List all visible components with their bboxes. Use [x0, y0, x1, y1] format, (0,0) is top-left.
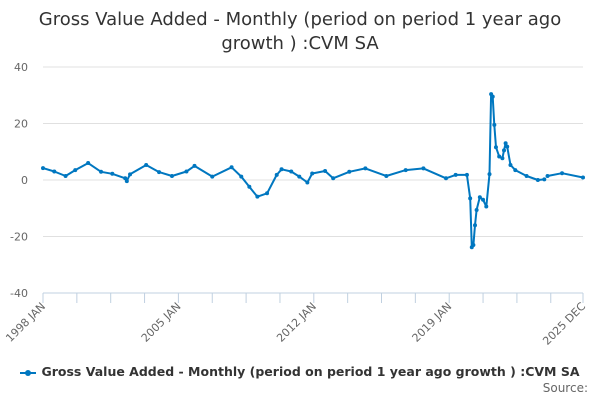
data-point: [468, 196, 473, 201]
data-point: [289, 169, 294, 174]
data-point: [41, 166, 45, 171]
series-gva: [41, 92, 585, 250]
data-point: [128, 172, 133, 177]
data-point: [443, 176, 448, 181]
data-point: [493, 145, 498, 150]
data-point: [453, 172, 458, 177]
x-tick-label: 1998 JAN: [3, 300, 48, 345]
x-axis: 1998 JAN 2005 JAN 2012 JAN 2019 JAN 2025 DEC: [3, 292, 588, 348]
chart-title: Gross Value Added - Monthly (period on p…: [0, 8, 600, 56]
y-tick-label: 40: [14, 61, 28, 74]
series-line: [42, 93, 545, 249]
data-point: [331, 176, 336, 181]
data-point: [492, 122, 497, 127]
data-point: [502, 148, 507, 153]
chart-title-line-1: Gross Value Added - Monthly (period on p…: [38, 9, 562, 30]
y-tick-label: 0: [21, 174, 28, 187]
data-point: [464, 172, 469, 177]
data-point: [99, 169, 104, 174]
data-point: [474, 207, 479, 212]
data-point: [63, 174, 68, 179]
data-point: [239, 174, 244, 179]
data-point: [384, 174, 389, 179]
data-point: [471, 242, 476, 247]
y-tick-label: 20: [14, 118, 28, 131]
legend-line-marker-icon: [20, 368, 37, 378]
data-point: [310, 171, 315, 176]
data-point: [503, 141, 508, 146]
data-point: [229, 165, 234, 170]
data-point: [508, 163, 513, 168]
x-tick-label: 2019 JAN: [410, 300, 455, 345]
data-point: [363, 166, 368, 171]
source-label: Source:: [542, 381, 588, 395]
data-point: [210, 174, 215, 179]
data-point: [545, 174, 550, 179]
data-point: [481, 197, 486, 202]
x-tick-label: 2025 DEC: [540, 300, 588, 348]
data-point: [297, 174, 302, 179]
data-point: [86, 161, 91, 166]
data-point: [279, 167, 284, 172]
data-point: [500, 156, 505, 161]
data-point: [144, 163, 149, 168]
y-tick-label: -20: [10, 231, 28, 244]
x-tick-label: 2005 JAN: [139, 300, 184, 345]
data-point: [124, 179, 129, 184]
y-tick-label: -40: [10, 287, 28, 300]
data-point: [247, 184, 252, 189]
gridlines: [43, 66, 583, 237]
data-point: [513, 168, 518, 173]
data-point: [473, 223, 477, 228]
data-point: [421, 166, 426, 171]
data-point: [542, 177, 547, 182]
data-point: [157, 170, 162, 175]
data-point: [535, 178, 540, 182]
data-point: [265, 191, 270, 196]
data-point: [560, 171, 565, 176]
data-point: [110, 171, 115, 176]
legend[interactable]: Gross Value Added - Monthly (period on p…: [0, 364, 600, 379]
data-point: [274, 172, 279, 177]
data-point: [169, 174, 174, 179]
data-point: [52, 169, 57, 174]
x-tick-label: 2012 JAN: [274, 300, 319, 345]
legend-label: Gross Value Added - Monthly (period on p…: [41, 364, 580, 379]
data-point: [524, 174, 529, 179]
data-point: [581, 175, 585, 180]
series-line: [547, 172, 584, 179]
chart-title-line-2: growth ) :CVM SA: [221, 33, 379, 54]
data-point: [487, 172, 492, 177]
y-axis: 40 20 0 -20 -40: [10, 61, 28, 300]
data-point: [305, 180, 310, 185]
data-point: [192, 163, 197, 168]
data-point: [490, 94, 495, 99]
data-point: [323, 168, 328, 173]
data-point: [505, 144, 510, 149]
data-point: [255, 194, 260, 199]
data-point: [347, 169, 352, 174]
data-point: [184, 169, 189, 174]
data-point: [484, 204, 489, 209]
data-point: [497, 154, 502, 159]
data-point: [403, 168, 408, 173]
data-point: [477, 195, 482, 200]
data-point: [73, 168, 78, 173]
